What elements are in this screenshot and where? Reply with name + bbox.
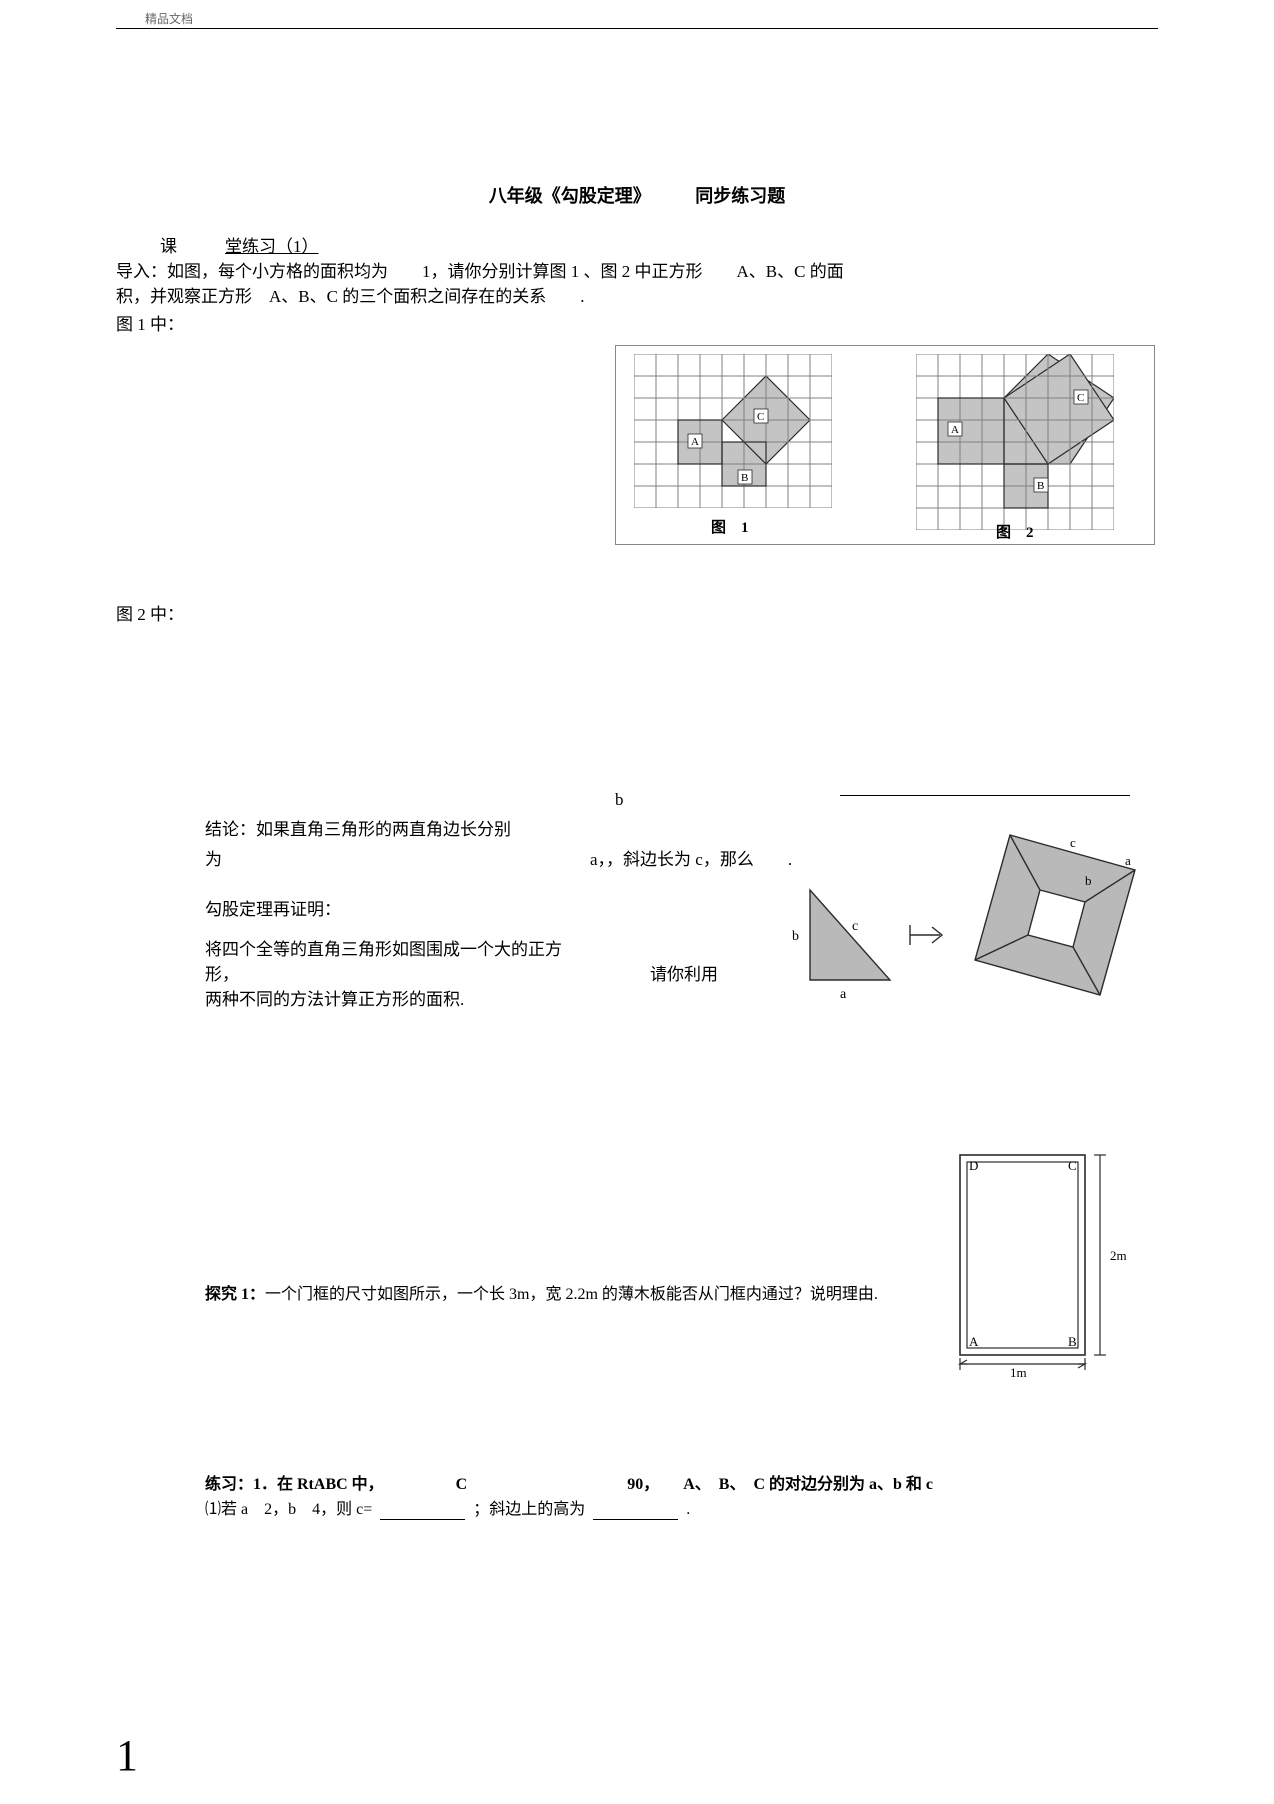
svg-text:B: B xyxy=(741,472,748,484)
svg-text:a: a xyxy=(840,987,847,1002)
b-letter: b xyxy=(615,790,624,810)
title-part1: 八年级《勾股定理》 xyxy=(489,182,651,208)
practice-line1: 练习：1．在 RtABC 中， C 90， A、 B、 C 的对边分别为 a、b… xyxy=(205,1470,933,1494)
figure-2-grid: A B C xyxy=(916,354,1114,530)
practice-line2: ⑴若 a 2，b 4，则 c= ；斜边上的高为 . xyxy=(205,1495,690,1519)
title-part2: 同步练习题 xyxy=(695,182,785,208)
svg-text:b: b xyxy=(792,929,799,944)
svg-text:C: C xyxy=(757,411,764,423)
figure-1-grid: A B C xyxy=(634,354,832,508)
svg-text:2m: 2m xyxy=(1110,1248,1127,1263)
fig1-label: 图 1 中： xyxy=(116,310,1158,335)
blank-height xyxy=(593,1519,678,1520)
header-small-text: 精品文档 xyxy=(145,10,193,27)
svg-text:1m: 1m xyxy=(1010,1365,1027,1378)
proof-line1a: 将四个全等的直角三角形如图围成一个大的正方 xyxy=(205,935,562,960)
svg-text:c: c xyxy=(1070,835,1076,850)
proof-title: 勾股定理再证明： xyxy=(205,895,341,920)
intro-line1: 导入：如图，每个小方格的面积均为 1，请你分别计算图 1 、图 2 中正方形 A… xyxy=(116,260,1158,285)
header-rule xyxy=(116,28,1158,29)
door-diagram: D C A B 1m 2m xyxy=(955,1150,1140,1378)
explore-text: 一个门框的尺寸如图所示，一个长 3m，宽 2.2m 的薄木板能否从门框内通过？说… xyxy=(265,1286,878,1303)
explore-row: 探究 1：一个门框的尺寸如图所示，一个长 3m，宽 2.2m 的薄木板能否从门框… xyxy=(205,1280,878,1304)
figure-2-caption: 图 2 xyxy=(996,521,1034,542)
svg-text:a: a xyxy=(1125,853,1131,868)
svg-text:c: c xyxy=(852,919,858,934)
intro-line2: 积，并观察正方形 A、B、C 的三个面积之间存在的关系 . xyxy=(116,285,1158,310)
figure-container: A B C xyxy=(615,345,1155,545)
practice-l2c: . xyxy=(686,1501,690,1518)
practice-l2a: ⑴若 a 2，b 4，则 c= xyxy=(205,1501,372,1518)
svg-text:b: b xyxy=(1085,873,1092,888)
conclusion-line2a: 为 xyxy=(205,845,222,870)
svg-text:C: C xyxy=(1068,1158,1077,1173)
svg-text:C: C xyxy=(1077,392,1084,404)
section1-prefix: 课 xyxy=(160,232,177,257)
proof-line1b: 形， xyxy=(205,960,239,985)
svg-text:D: D xyxy=(969,1158,978,1173)
blank-line-top xyxy=(840,795,1130,796)
conclusion-line1: 结论：如果直角三角形的两直角边长分别 xyxy=(205,815,511,840)
proof-line1c: 请你利用 xyxy=(650,960,718,985)
page-number: 1 xyxy=(116,1730,138,1781)
fig2-label: 图 2 中： xyxy=(116,600,184,625)
page-title: 八年级《勾股定理》 同步练习题 xyxy=(0,182,1274,208)
svg-text:B: B xyxy=(1068,1334,1077,1349)
svg-text:A: A xyxy=(951,424,959,436)
blank-c xyxy=(380,1519,465,1520)
proof-line2: 两种不同的方法计算正方形的面积. xyxy=(205,985,464,1010)
proof-diagram: a b c c a b xyxy=(780,830,1140,1010)
section1-heading: 堂练习（1） xyxy=(225,232,319,257)
svg-text:A: A xyxy=(969,1334,979,1349)
figure-1-caption: 图 1 xyxy=(711,516,749,537)
svg-text:A: A xyxy=(691,436,699,448)
conclusion-line2b: a，，斜边长为 c，那么 . xyxy=(590,845,792,870)
practice-l2b: ；斜边上的高为 xyxy=(473,1501,585,1518)
svg-text:B: B xyxy=(1037,480,1044,492)
explore-label: 探究 1： xyxy=(205,1286,265,1303)
